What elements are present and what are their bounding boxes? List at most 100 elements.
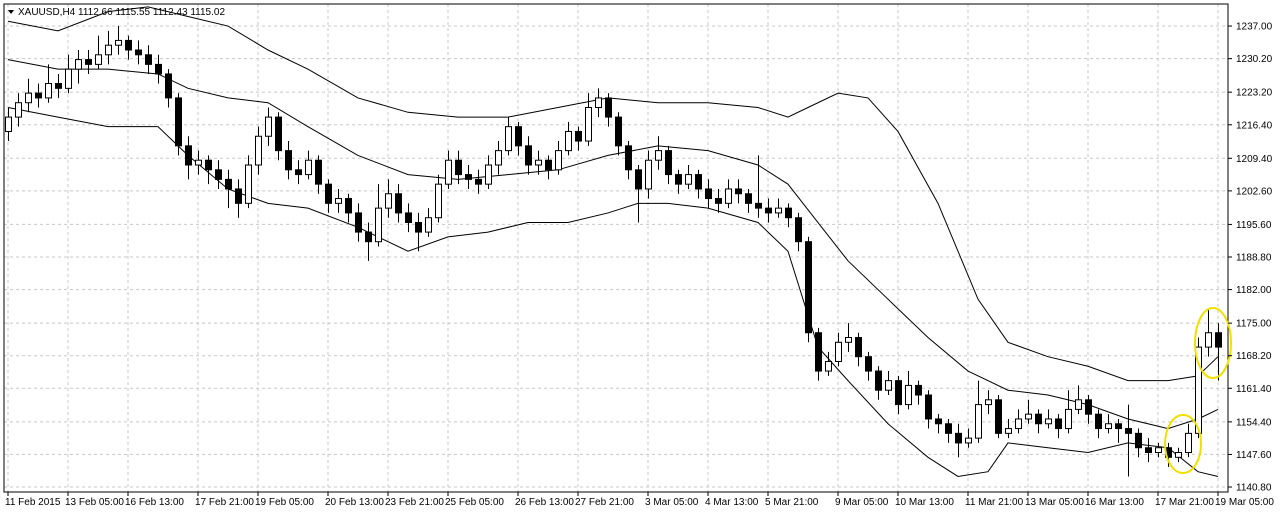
highlight-ellipse [1194, 307, 1232, 379]
candle-body [135, 49, 142, 56]
candle-body [275, 116, 282, 152]
candle-body [485, 164, 492, 185]
candle-body [585, 107, 592, 142]
candle-body [715, 198, 722, 204]
candle-body [1065, 408, 1072, 430]
candle-body [55, 83, 62, 89]
x-tick-label: 11 Mar 21:00 [965, 497, 1024, 508]
candle-body [895, 380, 902, 406]
x-tick-label: 13 Mar 05:00 [1025, 497, 1084, 508]
candle-body [1185, 432, 1192, 454]
candle-body [995, 399, 1002, 434]
candle-body [595, 97, 602, 109]
x-tick-label: 11 Feb 2015 [5, 497, 61, 508]
candle-body [65, 68, 72, 89]
x-tick-label: 3 Mar 05:00 [645, 497, 699, 508]
candle-body [635, 169, 642, 190]
candle-body [1215, 332, 1222, 348]
candle-body [945, 423, 952, 434]
candle-body [1205, 332, 1212, 348]
candle-body [85, 59, 92, 65]
menu-arrow[interactable] [8, 10, 14, 14]
candle-body [1035, 413, 1042, 425]
candle-body [1175, 452, 1182, 458]
candle-body [555, 150, 562, 171]
candle-body [1055, 418, 1062, 430]
candle-body [115, 39, 122, 46]
candle-body [515, 126, 522, 147]
y-tick-label: 1182.00 [1236, 285, 1272, 296]
x-tick-label: 17 Mar 21:00 [1155, 497, 1214, 508]
candle-body [675, 174, 682, 185]
candle-body [315, 159, 322, 185]
candle-body [245, 164, 252, 204]
candle-body [405, 212, 412, 224]
candle-body [725, 188, 732, 204]
candle-body [5, 116, 12, 132]
candle-body [205, 159, 212, 171]
candle-body [45, 83, 52, 99]
candle-body [325, 183, 332, 204]
candle-body [395, 193, 402, 214]
candle-body [645, 159, 652, 190]
candle-body [1015, 418, 1022, 430]
candle-body [925, 394, 932, 420]
candle-body [805, 241, 812, 334]
candle-body [25, 92, 32, 104]
x-tick-label: 4 Mar 13:00 [705, 497, 759, 508]
candle-body [795, 217, 802, 243]
candle-body [285, 150, 292, 171]
candle-body [95, 54, 102, 65]
candle-body [905, 384, 912, 406]
candle-body [475, 178, 482, 185]
candle-body [305, 159, 312, 176]
x-tick-label: 25 Feb 05:00 [445, 497, 504, 508]
candle-body [235, 188, 242, 204]
candle-body [525, 145, 532, 166]
candle-body [295, 169, 302, 176]
x-tick-label: 19 Mar 05:00 [1215, 497, 1274, 508]
candle-body [1115, 423, 1122, 430]
x-tick-label: 17 Feb 21:00 [195, 497, 254, 508]
candle-body [775, 207, 782, 214]
candle-body [455, 159, 462, 176]
y-tick-label: 1147.60 [1236, 450, 1272, 461]
bollinger-band [7, 59, 1219, 430]
candle-body [15, 102, 22, 118]
candle-body [875, 370, 882, 391]
candle-body [445, 159, 452, 185]
candle-body [1095, 413, 1102, 430]
y-tick-label: 1175.00 [1236, 319, 1272, 330]
candle-body [425, 217, 432, 233]
y-tick-label: 1161.40 [1236, 384, 1272, 395]
candle-body [345, 198, 352, 214]
candle-body [545, 159, 552, 171]
candle-body [785, 207, 792, 219]
x-tick-label: 16 Feb 13:00 [125, 497, 184, 508]
bollinger-band [7, 6, 1219, 382]
y-tick-label: 1202.60 [1236, 186, 1273, 197]
candle-body [1085, 399, 1092, 415]
candle-body [845, 337, 852, 343]
candle-body [915, 384, 922, 396]
x-tick-label: 19 Feb 05:00 [255, 497, 314, 508]
candle-body [1155, 447, 1162, 454]
candle-body [35, 92, 42, 99]
x-tick-label: 13 Feb 05:00 [65, 497, 124, 508]
x-tick-label: 16 Mar 13:00 [1085, 497, 1144, 508]
x-tick-label: 5 Mar 21:00 [765, 497, 819, 508]
candle-body [565, 130, 572, 152]
x-tick-label: 26 Feb 13:00 [515, 497, 574, 508]
plot-frame [3, 3, 1229, 493]
y-tick-label: 1237.00 [1236, 22, 1273, 33]
candle-body [665, 150, 672, 176]
candle-body [165, 73, 172, 99]
candle-body [705, 188, 712, 200]
candle-body [495, 150, 502, 166]
candle-body [465, 174, 472, 180]
plot [5, 6, 1222, 477]
y-tick-label: 1154.40 [1236, 417, 1272, 428]
x-tick-label: 9 Mar 05:00 [835, 497, 889, 508]
candle-body [695, 174, 702, 190]
candle-body [255, 135, 262, 166]
